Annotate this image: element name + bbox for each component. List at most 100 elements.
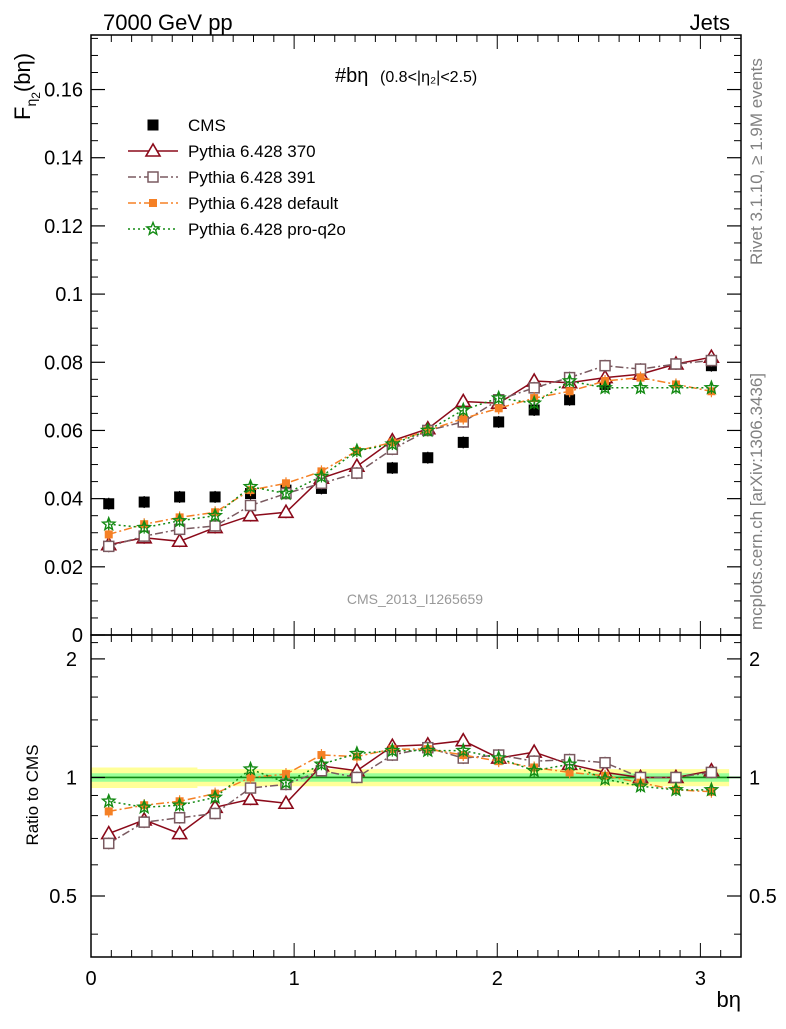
main-point-cms — [493, 416, 505, 428]
rivet-version-label: Rivet 3.1.10, ≥ 1.9M events — [747, 58, 766, 265]
ratio-point-p391 — [705, 766, 718, 779]
ratio-point-proq2o — [632, 777, 649, 794]
ratio-point-p391 — [209, 807, 221, 820]
legend-entry-proq2o: Pythia 6.428 pro-q2o — [128, 220, 346, 239]
ratio-point-proq2o — [384, 742, 401, 758]
main-point-proq2o — [136, 519, 153, 535]
main-point-default — [636, 373, 645, 382]
ratio-point-proq2o — [561, 755, 578, 772]
main-point-cms — [174, 491, 186, 503]
ratio-point-p370 — [277, 794, 295, 810]
main-point-default — [459, 414, 468, 423]
main-point-proq2o — [100, 515, 117, 532]
main-point-default — [104, 530, 113, 539]
main-y-tick-label: 0.04 — [44, 489, 83, 511]
main-y-axis-label-text: Fη2(bη) — [10, 53, 43, 120]
main-point-cms — [103, 498, 115, 510]
legend-entry-p370: Pythia 6.428 370 — [128, 142, 316, 161]
legend-marker-p370 — [144, 142, 162, 157]
x-axis-label: bη — [717, 987, 741, 1012]
main-point-proq2o — [419, 422, 436, 438]
legend-entry-default: Pythia 6.428 default — [128, 194, 339, 213]
ratio-panel-series — [100, 732, 720, 850]
ratio-point-p370 — [171, 825, 189, 840]
main-point-cms — [386, 462, 398, 474]
ratio-point-default — [104, 807, 113, 816]
ratio-series-line-p370 — [108, 739, 712, 835]
main-point-proq2o — [455, 401, 472, 417]
ratio-series-p391 — [102, 741, 718, 850]
main-y-tick-label: 0.08 — [44, 352, 83, 374]
legend-label: Pythia 6.428 default — [188, 194, 339, 213]
x-tick-label: 2 — [492, 968, 503, 990]
main-point-proq2o — [313, 468, 330, 484]
ratio-point-proq2o — [207, 788, 224, 805]
ratio-point-proq2o — [348, 745, 365, 761]
legend-entry-p391: Pythia 6.428 391 — [128, 168, 316, 187]
legend-entry-cms: CMS — [147, 116, 226, 135]
legend-label: Pythia 6.428 391 — [188, 168, 316, 187]
main-point-proq2o — [632, 379, 649, 395]
ratio-y-tick-label-right: 0.5 — [749, 886, 777, 908]
main-point-p391 — [102, 540, 115, 553]
main-point-proq2o — [207, 507, 224, 523]
legend-marker-cms — [147, 119, 159, 131]
ratio-point-proq2o — [100, 792, 117, 809]
main-point-cms — [138, 496, 150, 508]
main-point-p391 — [599, 359, 611, 372]
main-point-proq2o — [667, 379, 684, 395]
main-point-cms — [209, 491, 221, 503]
main-point-proq2o — [561, 372, 578, 388]
header-process-label: Jets — [690, 10, 730, 35]
x-tick-label: 0 — [85, 968, 96, 990]
main-point-cms — [422, 452, 434, 464]
main-point-p391 — [670, 358, 682, 370]
ratio-point-proq2o — [597, 770, 614, 786]
legend-marker-default — [149, 199, 157, 207]
main-series-cms — [103, 357, 717, 510]
main-point-p370 — [171, 532, 189, 548]
ratio-point-proq2o — [703, 781, 720, 797]
ratio-series-proq2o — [100, 742, 720, 815]
ratio-point-default — [246, 773, 255, 782]
legend-label: Pythia 6.428 370 — [188, 142, 316, 161]
legend-marker-p391 — [147, 171, 159, 183]
ratio-series-line-proq2o — [108, 749, 712, 809]
ratio-point-proq2o — [667, 781, 684, 797]
ratio-point-p391 — [102, 837, 115, 850]
ratio-point-proq2o — [419, 742, 436, 758]
main-y-tick-label: 0.1 — [55, 284, 83, 306]
main-panel-axes: 0 0.02 0.04 0.06 0.08 0.1 0.12 0.14 0.16 — [44, 35, 742, 647]
main-point-p391 — [528, 382, 540, 394]
main-series-line-p391 — [108, 359, 712, 548]
x-tick-label: 3 — [695, 968, 706, 990]
ratio-point-p391 — [173, 812, 186, 824]
legend-marker-proq2o — [144, 220, 162, 236]
ratio-point-default — [565, 768, 574, 777]
header-energy-label: 7000 GeV pp — [103, 10, 233, 35]
main-point-p391 — [209, 520, 221, 532]
ratio-point-proq2o — [313, 755, 330, 772]
main-series-p391 — [102, 354, 718, 553]
main-y-tick-label: 0.02 — [44, 557, 83, 579]
main-series-line-proq2o — [108, 380, 712, 529]
ratio-y-tick-label-right: 2 — [749, 649, 760, 671]
main-point-proq2o — [242, 478, 259, 494]
ratio-point-p391 — [599, 756, 611, 769]
main-y-axis-label: Fη2(bη) — [10, 53, 43, 120]
ratio-y-tick-label: 0.5 — [49, 886, 77, 908]
ratio-point-p391 — [138, 816, 150, 828]
main-point-proq2o — [384, 435, 401, 451]
main-point-cms — [564, 394, 576, 406]
main-y-tick-label: 0 — [72, 625, 83, 647]
main-point-proq2o — [277, 485, 294, 501]
main-y-tick-label: 0.06 — [44, 420, 83, 442]
main-point-default — [494, 404, 503, 413]
ratio-point-p391 — [351, 771, 363, 784]
main-point-proq2o — [348, 442, 365, 458]
ratio-panel-frame — [90, 634, 742, 958]
main-y-tick-label: 0.16 — [44, 80, 83, 102]
ratio-point-proq2o — [455, 742, 472, 758]
